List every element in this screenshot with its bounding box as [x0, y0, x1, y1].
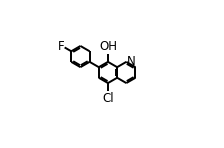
Text: OH: OH	[99, 40, 117, 53]
Text: N: N	[127, 55, 136, 68]
Text: Cl: Cl	[102, 92, 114, 105]
Text: F: F	[57, 40, 64, 53]
